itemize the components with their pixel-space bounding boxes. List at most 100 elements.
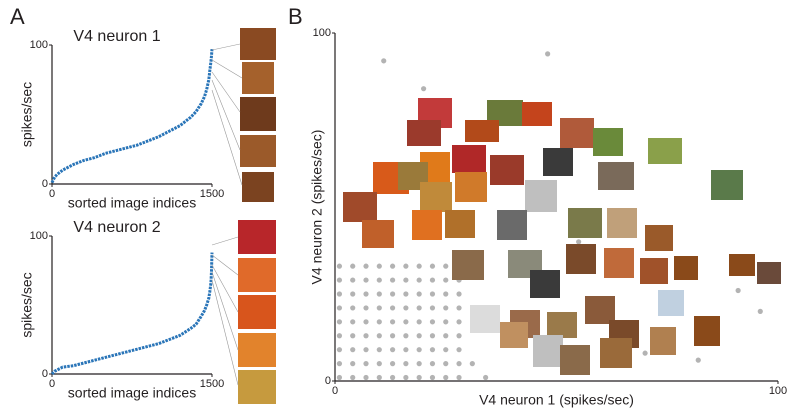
photo <box>585 296 615 324</box>
data-point <box>389 333 396 339</box>
data-point <box>403 347 409 353</box>
data-point <box>429 263 436 269</box>
data-point <box>376 277 382 283</box>
data-point <box>350 319 356 325</box>
data-point <box>416 374 422 381</box>
x-axis-label: V4 neuron 1 (spikes/sec) <box>479 392 634 408</box>
data-point <box>443 333 449 339</box>
pointer-line <box>211 271 239 351</box>
data-point <box>363 361 369 367</box>
data-point <box>642 350 648 356</box>
photo <box>674 256 698 280</box>
y-tick-label: 100 <box>30 39 48 51</box>
data-point <box>416 347 422 353</box>
photo <box>242 62 274 94</box>
x-axis-label: sorted image indices <box>68 195 196 211</box>
pointer-line <box>211 43 241 51</box>
photo-thumbnails <box>211 28 781 404</box>
data-point <box>469 361 475 367</box>
data-point <box>389 374 396 381</box>
data-point <box>429 319 436 325</box>
x-axis-label: sorted image indices <box>68 385 196 401</box>
data-point <box>456 333 462 339</box>
data-point <box>429 333 436 339</box>
y-axis-label: V4 neuron 2 (spikes/sec) <box>309 130 325 285</box>
y-tick-label: 0 <box>42 178 48 190</box>
data-point <box>350 333 356 339</box>
data-point <box>389 319 396 325</box>
photo <box>455 172 487 202</box>
pointer-line <box>211 79 241 151</box>
data-point <box>735 287 741 294</box>
data-point <box>336 361 343 367</box>
data-point <box>376 319 382 325</box>
photo <box>238 220 276 254</box>
data-point <box>416 333 422 339</box>
data-point <box>443 277 449 283</box>
photo <box>412 210 442 240</box>
photo <box>452 145 486 173</box>
photo <box>560 345 590 375</box>
series-line <box>50 252 214 376</box>
photo <box>497 210 527 240</box>
y-tick-label: 100 <box>30 230 48 242</box>
x-tick-label: 0 <box>49 378 55 390</box>
data-point <box>443 374 449 381</box>
photo <box>598 162 634 190</box>
photo <box>533 335 563 367</box>
photo <box>566 244 596 274</box>
pointer-line <box>211 71 241 113</box>
data-point <box>389 277 396 283</box>
data-point <box>336 263 343 269</box>
data-point <box>695 357 701 363</box>
photo <box>420 182 452 212</box>
pointer-line <box>211 236 239 246</box>
data-point <box>363 333 369 339</box>
data-point <box>429 347 436 353</box>
data-point <box>376 333 382 339</box>
x-tick-label: 0 <box>332 385 338 397</box>
x-tick-label: 1500 <box>200 188 224 200</box>
photo <box>343 192 377 222</box>
pointer-line <box>211 279 239 386</box>
photo <box>757 262 781 284</box>
pointer-line <box>211 59 243 79</box>
data-point <box>416 263 422 269</box>
data-point <box>456 319 462 325</box>
data-point <box>363 319 369 325</box>
data-point <box>336 333 343 339</box>
data-point <box>363 263 369 269</box>
photo <box>522 102 552 126</box>
photo <box>645 225 673 251</box>
x-tick-label: 100 <box>769 385 787 397</box>
data-point <box>403 374 409 381</box>
photo <box>465 120 499 142</box>
photo <box>543 148 573 176</box>
photo <box>470 305 500 333</box>
data-point <box>429 361 436 367</box>
data-point <box>456 347 462 353</box>
data-point <box>429 305 436 311</box>
chart-title: V4 neuron 1 <box>73 28 160 45</box>
photo <box>694 316 720 346</box>
photo <box>452 250 484 280</box>
data-point <box>443 347 449 353</box>
data-point <box>416 277 422 283</box>
photo <box>240 135 276 167</box>
y-tick-label: 0 <box>325 375 331 387</box>
data-point <box>363 347 369 353</box>
data-point <box>350 361 356 367</box>
y-tick-label: 100 <box>313 27 331 39</box>
data-point <box>376 361 382 367</box>
photo <box>560 118 594 148</box>
data-point <box>429 291 436 297</box>
data-point <box>376 374 382 381</box>
data-point <box>443 361 449 367</box>
data-point <box>363 374 369 381</box>
data-point <box>403 361 409 367</box>
photo <box>604 248 634 278</box>
data-point <box>483 374 489 381</box>
data-point <box>376 263 382 269</box>
photo <box>650 327 676 355</box>
